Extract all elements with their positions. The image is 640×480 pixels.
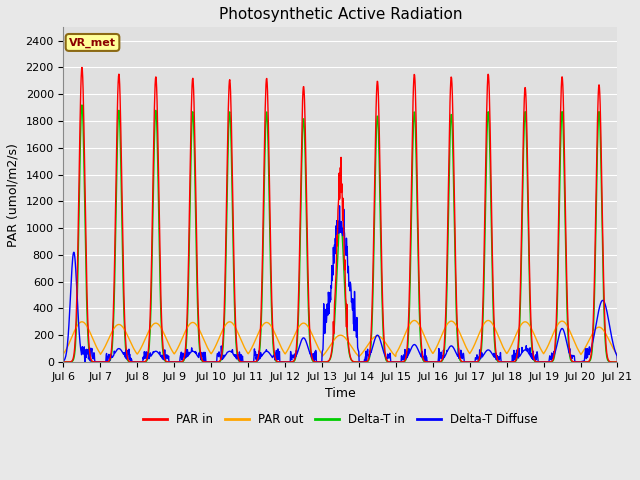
PAR in (183, 314, 191, 320)
Delta-T Diffuse (245, 359, 253, 365)
PAR out (183, 326, 191, 332)
PAR out (170, 349, 177, 355)
Delta-T in (499, 359, 507, 365)
PAR in (78, 65, 86, 71)
Delta-T Diffuse (183, 354, 191, 360)
Delta-T in (427, 359, 435, 365)
PAR in (60, 359, 67, 365)
PAR in (499, 359, 507, 365)
Legend: PAR in, PAR out, Delta-T in, Delta-T Diffuse: PAR in, PAR out, Delta-T in, Delta-T Dif… (138, 408, 543, 431)
Delta-T in (60, 359, 67, 365)
PAR out (245, 350, 253, 356)
Delta-T Diffuse (499, 359, 507, 365)
Delta-T in (78, 102, 86, 108)
PAR out (614, 359, 621, 365)
PAR in (170, 359, 177, 365)
Delta-T Diffuse (60, 358, 67, 364)
Delta-T Diffuse (336, 203, 344, 209)
PAR out (426, 347, 434, 352)
X-axis label: Time: Time (325, 387, 356, 400)
Line: Delta-T Diffuse: Delta-T Diffuse (63, 206, 618, 362)
Delta-T in (170, 359, 177, 365)
Line: PAR out: PAR out (63, 321, 618, 362)
PAR in (245, 359, 253, 365)
PAR out (484, 318, 492, 324)
Delta-T Diffuse (170, 359, 177, 365)
PAR in (614, 359, 621, 365)
PAR out (548, 334, 556, 339)
Delta-T in (245, 359, 253, 365)
Delta-T in (614, 359, 621, 365)
Line: Delta-T in: Delta-T in (63, 105, 618, 362)
PAR out (60, 351, 67, 357)
PAR in (548, 358, 556, 364)
Text: VR_met: VR_met (69, 37, 116, 48)
PAR out (499, 345, 507, 350)
Delta-T Diffuse (614, 359, 621, 365)
Delta-T in (183, 329, 191, 335)
PAR in (427, 359, 435, 365)
Title: Photosynthetic Active Radiation: Photosynthetic Active Radiation (219, 7, 462, 22)
Delta-T in (548, 359, 556, 364)
Line: PAR in: PAR in (63, 68, 618, 362)
Delta-T Diffuse (427, 359, 435, 365)
Delta-T Diffuse (548, 350, 556, 356)
Y-axis label: PAR (umol/m2/s): PAR (umol/m2/s) (7, 143, 20, 247)
